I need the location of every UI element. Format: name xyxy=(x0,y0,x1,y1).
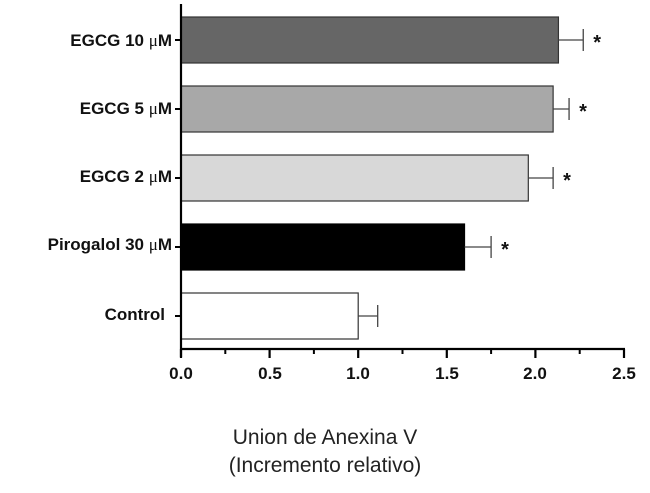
label-suffix: M xyxy=(157,235,172,254)
significance-asterisk: * xyxy=(593,32,601,54)
label-unit: μ xyxy=(148,167,158,186)
category-label-egcg-10: EGCG 10 μM xyxy=(70,31,172,51)
x-tick-label: 0.0 xyxy=(169,364,193,383)
label-unit: μ xyxy=(148,99,158,118)
bar xyxy=(180,85,554,133)
label-text: Pirogalol 30 xyxy=(47,235,149,254)
label-text: EGCG 2 xyxy=(79,167,149,186)
bar xyxy=(180,223,466,271)
significance-asterisk: * xyxy=(579,101,587,123)
category-label-control: Control xyxy=(105,305,165,325)
significance-asterisk: * xyxy=(501,239,509,261)
x-axis-title-line1: Union de Anexina V xyxy=(232,426,418,449)
x-tick-label: 1.5 xyxy=(435,364,459,383)
bar xyxy=(180,292,359,340)
label-text: EGCG 5 xyxy=(79,99,149,118)
category-label-pirogalol-30: Pirogalol 30 μM xyxy=(48,235,172,255)
x-tick-label: 0.5 xyxy=(258,364,282,383)
category-label-egcg-2: EGCG 2 μM xyxy=(80,167,172,187)
x-tick-label: 2.0 xyxy=(523,364,547,383)
bar xyxy=(180,16,560,64)
label-suffix: M xyxy=(157,167,172,186)
bar xyxy=(180,154,529,202)
label-suffix: M xyxy=(157,99,172,118)
x-tick-label: 2.5 xyxy=(612,364,636,383)
category-label-egcg-5: EGCG 5 μM xyxy=(80,99,172,119)
label-unit: μ xyxy=(148,235,158,254)
x-axis-title-line2: (Incremento relativo) xyxy=(228,454,422,477)
label-text: Control xyxy=(104,305,165,324)
label-text: EGCG 10 xyxy=(70,31,149,50)
significance-asterisk: * xyxy=(563,170,571,192)
label-unit: μ xyxy=(148,31,158,50)
x-tick-label: 1.0 xyxy=(346,364,370,383)
label-suffix: M xyxy=(157,31,172,50)
